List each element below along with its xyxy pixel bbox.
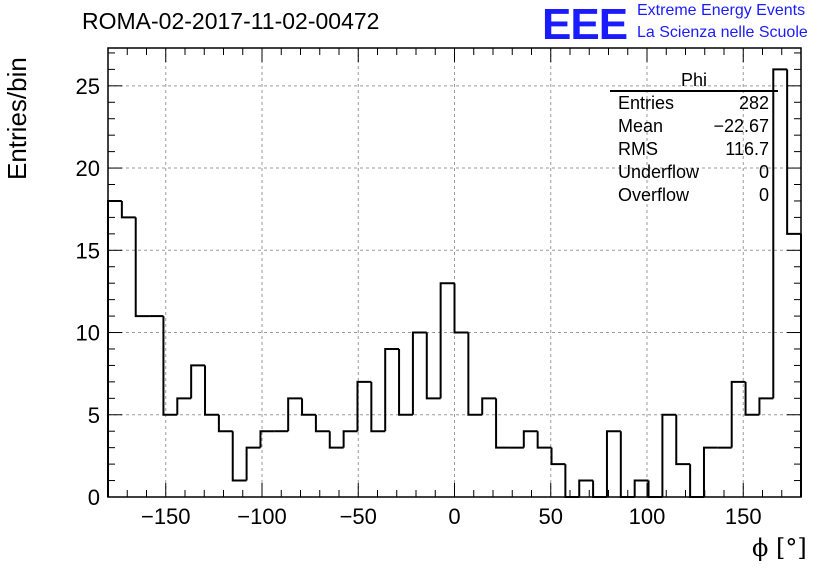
histogram-bin	[564, 464, 580, 498]
histogram-bin	[453, 283, 469, 334]
logo-subtitle-line1: Extreme Energy Events	[637, 2, 806, 19]
histogram-bin	[730, 380, 746, 448]
histogram-bin	[744, 381, 760, 416]
histogram-bin	[120, 200, 136, 219]
logo-subtitle-line2: La Scienza nelle Scuole	[637, 24, 808, 41]
histogram-bin	[425, 332, 441, 400]
stats-title: Phi	[610, 70, 778, 92]
histogram-bin	[536, 431, 552, 449]
histogram-bin	[134, 217, 150, 318]
y-tick-label: 0	[88, 485, 100, 510]
histogram-bin	[398, 348, 413, 416]
histogram-bin	[675, 414, 691, 466]
x-tick-label: 50	[539, 504, 563, 529]
stats-value: 282	[738, 93, 769, 113]
x-tick-label: −100	[237, 504, 287, 529]
stats-row-entries: Entries 282	[610, 92, 778, 115]
histogram-bin	[411, 331, 427, 415]
histogram-bin	[301, 398, 316, 416]
stats-value: −22.67	[713, 116, 769, 136]
histogram-bin	[190, 364, 206, 399]
y-tick-label: 10	[76, 321, 100, 346]
stats-row-mean: Mean −22.67	[610, 115, 778, 138]
eee-logo: EEE	[542, 0, 628, 49]
histogram-bin	[162, 316, 178, 416]
histogram-bin	[578, 479, 594, 497]
histogram-bin	[689, 464, 704, 498]
x-tick-label: 150	[725, 504, 762, 529]
run-title: ROMA-02-2017-11-02-00472	[82, 8, 380, 34]
histogram-bin	[204, 365, 219, 416]
histogram-bin	[342, 430, 358, 448]
histogram-bin	[176, 397, 192, 415]
x-tick-label: −150	[141, 504, 191, 529]
histogram-bin	[633, 479, 649, 497]
stats-row-rms: RMS 116.7	[610, 138, 778, 161]
histogram-bin	[245, 446, 261, 481]
histogram-bin	[605, 430, 621, 497]
axes: −150 −100 −50 0 50 100 150 0 5 10 15 20 25	[76, 47, 802, 529]
histogram-bin	[550, 447, 566, 466]
stats-label: Mean	[618, 116, 664, 136]
x-axis-label: ϕ [°]	[752, 534, 807, 562]
histogram-bin	[467, 332, 483, 416]
histogram-bin	[592, 480, 607, 498]
y-tick-label: 5	[88, 403, 100, 428]
stats-label: Overflow	[618, 185, 690, 205]
histogram-bin	[439, 282, 455, 399]
stats-value: 116.7	[725, 139, 769, 159]
histogram-bin	[259, 430, 275, 448]
histogram-bin	[619, 431, 635, 498]
histogram-bin	[495, 398, 510, 449]
histogram-bin	[370, 381, 386, 433]
histogram-bin	[384, 347, 400, 432]
x-tick-label: 100	[629, 504, 666, 529]
histogram-bin	[356, 380, 372, 432]
histogram-bin	[772, 68, 788, 399]
y-tick-label: 20	[76, 156, 100, 181]
histogram-bin	[231, 431, 247, 482]
stats-box: Phi Entries 282 Mean −22.67 RMS 116.7 Un…	[610, 70, 778, 207]
stats-label: Underflow	[618, 162, 700, 182]
x-tick-label: 0	[448, 504, 460, 529]
grid-lines	[108, 48, 801, 497]
stats-label: Entries	[618, 93, 675, 113]
histogram-bin	[647, 480, 663, 498]
histogram-bin	[758, 397, 774, 415]
stats-label: RMS	[618, 139, 658, 159]
histogram-bin	[702, 446, 718, 497]
y-tick-label: 25	[76, 74, 100, 99]
y-tick-label: 15	[76, 238, 100, 263]
histogram-bin	[481, 397, 497, 415]
stats-value: 0	[758, 162, 769, 182]
histogram-bin	[314, 414, 330, 433]
y-axis-label: Entries/bin	[2, 57, 32, 180]
histogram-bin	[661, 413, 677, 497]
histogram-bin	[287, 397, 303, 432]
stats-value: 0	[758, 185, 769, 205]
stats-row-underflow: Underflow 0	[610, 161, 778, 184]
stats-row-overflow: Overflow 0	[610, 184, 778, 207]
histogram-bin	[522, 430, 538, 448]
histogram-bin	[217, 414, 233, 433]
x-tick-label: −50	[340, 504, 377, 529]
histogram-bin	[328, 431, 344, 449]
